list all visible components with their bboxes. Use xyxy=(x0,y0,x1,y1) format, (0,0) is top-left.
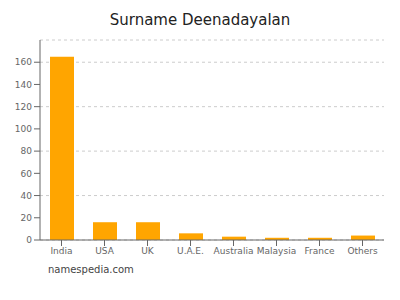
svg-text:U.A.E.: U.A.E. xyxy=(177,246,204,256)
svg-text:80: 80 xyxy=(21,146,33,156)
svg-text:140: 140 xyxy=(15,80,32,90)
html-text:Surname Deenadayalan: Surname Deenadayalan xyxy=(109,11,291,29)
svg-text:120: 120 xyxy=(15,102,32,112)
svg-text:France: France xyxy=(305,246,335,256)
html-text:namespedia.com: namespedia.com xyxy=(48,264,134,275)
svg-text:Australia: Australia xyxy=(214,246,254,256)
svg-text:USA: USA xyxy=(95,246,114,256)
svg-text:0: 0 xyxy=(26,235,32,245)
svg-text:India: India xyxy=(50,246,72,256)
svg-text:40: 40 xyxy=(21,191,33,201)
svg-text:Malaysia: Malaysia xyxy=(257,246,296,256)
svg-text:UK: UK xyxy=(141,246,155,256)
svg-text:Others: Others xyxy=(347,246,378,256)
svg-text:100: 100 xyxy=(15,124,32,134)
svg-text:160: 160 xyxy=(15,57,32,67)
svg-text:20: 20 xyxy=(21,213,33,223)
svg-text:60: 60 xyxy=(21,169,33,179)
